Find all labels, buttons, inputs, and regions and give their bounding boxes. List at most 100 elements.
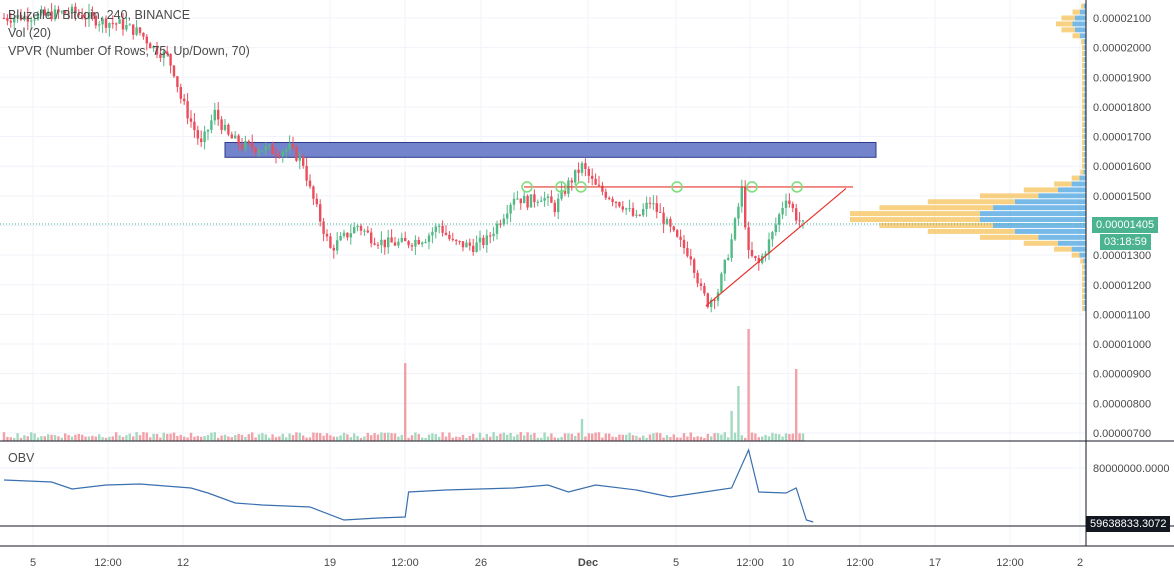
candle-body — [213, 109, 216, 121]
volume-bar — [601, 437, 604, 441]
candle-body — [557, 198, 560, 213]
indicator-vpvr-label[interactable]: VPVR (Number Of Rows, 75, Up/Down, 70) — [8, 44, 250, 58]
volume-bar — [376, 434, 380, 441]
candle-body — [230, 134, 233, 139]
price-tick-label: 0.00001000 — [1093, 339, 1151, 351]
vpvr-row-up — [1083, 258, 1086, 264]
volume-bar — [356, 435, 359, 441]
volume-bar — [393, 433, 397, 441]
candle-body — [495, 223, 499, 234]
candle-body — [754, 255, 757, 259]
candle-body — [223, 124, 227, 131]
volume-bar — [305, 437, 308, 441]
candle-body — [189, 118, 193, 122]
volume-bar — [67, 435, 70, 441]
volume-bar — [200, 436, 203, 441]
vpvr-row-up — [1079, 33, 1086, 39]
candle-body — [186, 101, 189, 119]
vpvr-row-down — [1082, 145, 1085, 151]
candle-body — [750, 250, 754, 256]
candle-body — [594, 178, 597, 185]
vpvr-row-down — [1082, 300, 1085, 306]
candle-body — [47, 11, 50, 15]
vpvr-row-up — [1084, 128, 1086, 134]
vpvr-row-down — [1054, 246, 1072, 252]
candle-body — [60, 11, 63, 13]
volume-bar — [373, 433, 376, 441]
volume-bar — [30, 432, 33, 441]
vpvr-row-down — [1082, 68, 1085, 74]
volume-bar — [696, 436, 699, 441]
candle-body — [342, 232, 346, 236]
volume-bar — [509, 432, 512, 441]
volume-bar — [475, 437, 478, 441]
vpvr-row-up — [1084, 305, 1086, 311]
candle-body — [642, 209, 645, 216]
vpvr-row-up — [1084, 151, 1086, 157]
volume-bar — [336, 436, 339, 441]
candle-body — [767, 239, 771, 254]
volume-bar — [448, 432, 451, 441]
candle-body — [356, 225, 359, 228]
vpvr-row-up — [1014, 228, 1086, 234]
volume-bar — [720, 434, 723, 441]
volume-bar — [329, 435, 332, 441]
candle-body — [533, 194, 536, 203]
grid-lines — [0, 0, 1086, 546]
volume-bar — [611, 436, 614, 441]
volume-bar — [723, 432, 726, 441]
candle-body — [6, 18, 9, 21]
volume-bar — [254, 437, 257, 441]
time-tick-label: 12:00 — [846, 557, 874, 569]
volume-bar — [536, 437, 539, 441]
price-tick-label: 0.00001600 — [1093, 161, 1151, 173]
volume-bar — [203, 436, 206, 441]
candle-body — [315, 198, 318, 205]
volume-bar — [370, 435, 373, 441]
volume-bar — [353, 433, 356, 441]
indicator-obv-label[interactable]: OBV — [8, 451, 35, 465]
candle-body — [193, 121, 196, 131]
candle-body — [234, 135, 237, 139]
candle-body — [305, 165, 308, 181]
candle-body — [737, 206, 740, 219]
volume-bar — [710, 436, 713, 441]
candle-body — [203, 131, 206, 143]
candle-body — [359, 225, 363, 231]
candle-body — [516, 198, 519, 200]
volume-bar — [451, 437, 454, 441]
vpvr-row-down — [1072, 33, 1080, 39]
volume-bar — [108, 436, 111, 441]
volume-bar — [264, 434, 267, 441]
vpvr-row-down — [1082, 122, 1085, 128]
volume-bar — [455, 436, 458, 441]
volume-bar — [43, 436, 46, 441]
volume-bar — [176, 435, 179, 441]
candle-body — [325, 233, 329, 237]
candle-body — [2, 18, 6, 19]
candle-body — [254, 147, 257, 153]
volume-bar — [788, 434, 791, 441]
candle-body — [172, 65, 176, 77]
volume-bar — [346, 434, 349, 441]
volume-bar — [499, 433, 502, 441]
candle-body — [638, 214, 641, 216]
vpvr-row-down — [979, 193, 1039, 199]
volume-bar — [6, 436, 9, 441]
volume-bar — [560, 436, 563, 441]
vpvr-row-up — [1083, 39, 1086, 45]
candle-body — [682, 239, 686, 249]
candle-body — [771, 232, 774, 240]
vpvr-row-down — [1061, 27, 1075, 33]
indicator-volume-label[interactable]: Vol (20) — [8, 26, 52, 40]
candle-body — [125, 24, 128, 30]
vpvr-row-down — [1082, 98, 1085, 104]
candle-body — [757, 258, 760, 264]
volume-bar — [614, 437, 618, 441]
volume-bar — [349, 437, 352, 441]
vpvr-row-up — [1084, 163, 1086, 169]
vpvr-row-up — [1058, 187, 1086, 193]
volume-bar — [791, 433, 794, 441]
vpvr-row-up — [1079, 9, 1086, 15]
